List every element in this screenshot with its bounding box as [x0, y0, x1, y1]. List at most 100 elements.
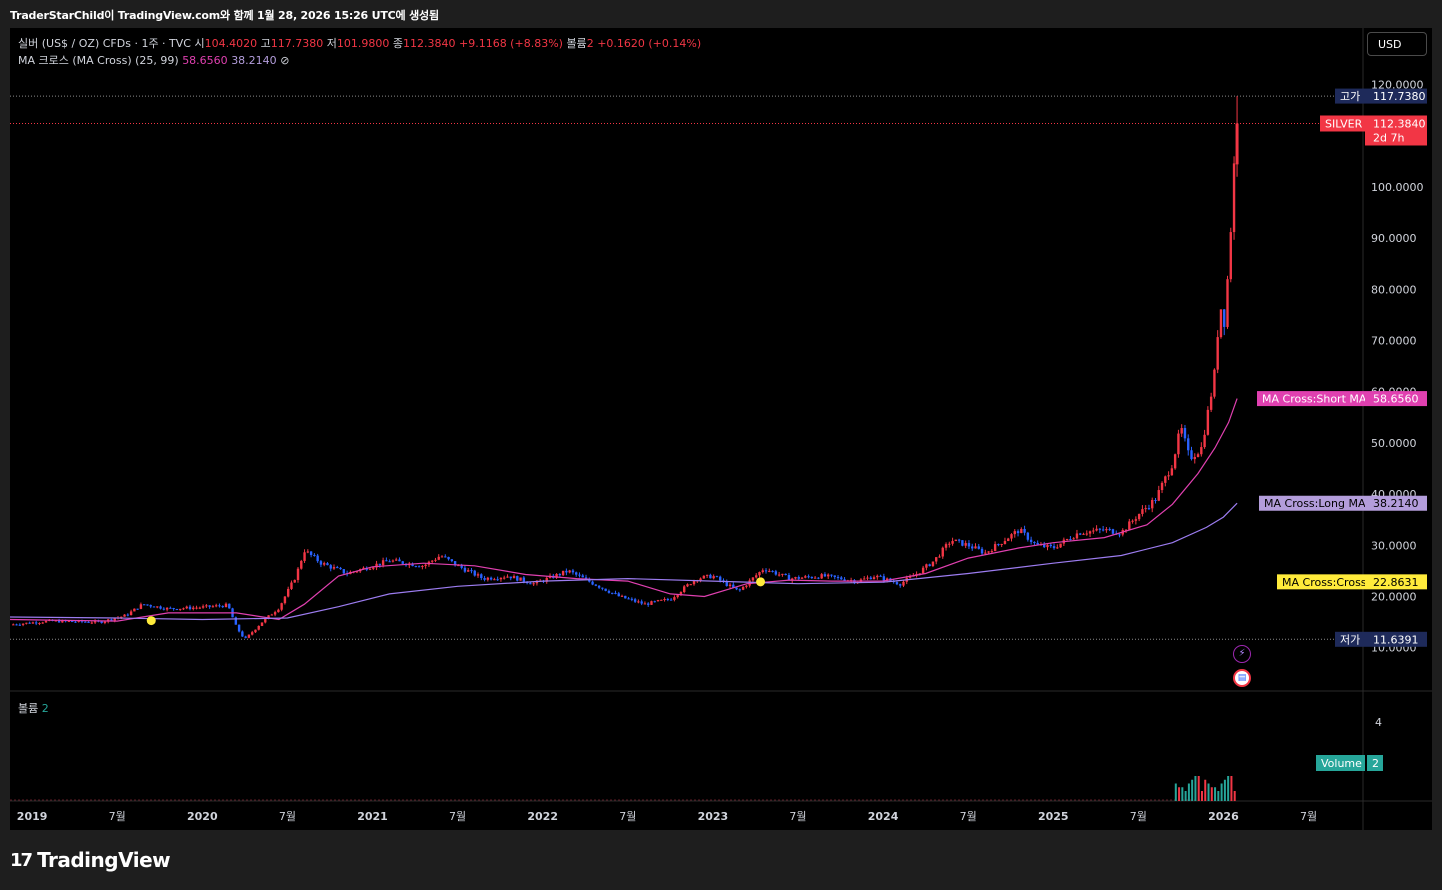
price-tag-value-label: 11.6391	[1373, 633, 1419, 646]
candle-body	[503, 577, 506, 579]
candle-body	[241, 631, 244, 637]
chart-frame[interactable]: 10.000020.000030.000040.000050.000060.00…	[10, 28, 1432, 830]
candle-body	[565, 570, 568, 573]
x-tick-label: 7월	[1130, 810, 1147, 823]
ma-legend-long: 38.2140	[231, 54, 277, 67]
candle-body	[980, 548, 984, 554]
volume-tag-name-label: Volume	[1321, 757, 1362, 770]
hide-indicator-icon[interactable]: ⊘	[280, 54, 290, 67]
candle-body	[38, 622, 41, 624]
candle-body	[1190, 450, 1193, 460]
candle-body	[270, 614, 274, 616]
us-flag-icon[interactable]: ▤	[1233, 669, 1251, 687]
candle-body	[123, 614, 126, 617]
candle-body	[804, 576, 807, 578]
candle-body	[1059, 543, 1062, 548]
price-tag-value	[1365, 631, 1427, 647]
candle-body	[519, 577, 522, 581]
candle-body	[941, 547, 944, 557]
candle-body	[41, 622, 44, 624]
candle-body	[669, 599, 673, 601]
candle-body	[1010, 534, 1013, 539]
candle-body	[1111, 529, 1115, 534]
candle-body	[267, 615, 270, 619]
candle-body	[84, 621, 87, 623]
candle-body	[1177, 433, 1180, 455]
candle-body	[493, 579, 496, 581]
candle-body	[306, 551, 310, 553]
legend-symbol[interactable]: 실버 (US$ / OZ) CFDs · 1주 · TVC	[18, 37, 191, 50]
x-tick-label: 7월	[960, 810, 977, 823]
candle-body	[725, 581, 728, 586]
candle-body	[437, 556, 440, 560]
candle-body	[103, 621, 107, 624]
candle-body	[1065, 539, 1069, 541]
candle-body	[545, 577, 548, 582]
x-tick-label: 2019	[17, 810, 48, 823]
candle-body	[411, 563, 414, 567]
candle-body	[1200, 447, 1203, 455]
candle-body	[188, 606, 192, 610]
candle-body	[712, 576, 715, 579]
candle-body	[732, 584, 735, 588]
volume-bar	[1204, 779, 1207, 801]
candle-body	[139, 604, 143, 609]
ma-legend-name[interactable]: MA 크로스 (MA Cross) (25, 99)	[18, 54, 179, 67]
short-ma-line	[10, 398, 1238, 622]
candle-body	[895, 582, 899, 585]
candle-body	[931, 561, 935, 567]
x-tick-label: 7월	[1300, 810, 1317, 823]
ma-legend[interactable]: MA 크로스 (MA Cross) (25, 99) 58.6560 38.21…	[18, 52, 289, 68]
candle-body	[993, 544, 997, 552]
candle-body	[77, 620, 80, 622]
candle-body	[273, 612, 277, 615]
candle-body	[653, 601, 656, 603]
price-tag-value-label: 58.6560	[1373, 393, 1419, 406]
candle-body	[575, 572, 578, 575]
legend-open-label: 시	[194, 37, 205, 50]
candle-body	[1226, 279, 1229, 327]
price-chart[interactable]: 10.000020.000030.000040.000050.000060.00…	[10, 28, 1432, 830]
candle-body	[388, 561, 391, 563]
candle-body	[827, 574, 830, 577]
candle-body	[843, 579, 846, 581]
candle-body	[702, 575, 706, 579]
candle-body	[928, 564, 931, 567]
silver-price-label: 112.3840	[1373, 117, 1426, 130]
volume-bar	[1197, 776, 1200, 801]
candle-body	[244, 636, 247, 638]
candle-body	[954, 539, 958, 542]
candle-body	[1203, 434, 1206, 448]
candle-body	[1000, 543, 1003, 545]
candle-body	[467, 570, 470, 572]
candle-body	[836, 576, 840, 578]
candle-body	[1196, 454, 1200, 458]
candle-body	[172, 608, 175, 610]
candle-body	[31, 622, 35, 624]
candle-body	[1016, 531, 1020, 534]
candle-body	[715, 576, 719, 578]
candle-body	[807, 576, 810, 578]
currency-button[interactable]: USD	[1367, 32, 1427, 56]
lightning-icon[interactable]: ⚡	[1233, 645, 1251, 663]
candle-body	[483, 578, 486, 580]
candle-body	[558, 573, 562, 576]
volume-bar	[1230, 776, 1233, 801]
candle-body	[1023, 529, 1026, 533]
candle-body	[745, 585, 748, 587]
candle-body	[185, 606, 188, 609]
candle-body	[561, 570, 565, 576]
silver-price-tag	[1365, 115, 1427, 146]
tradingview-logo: 17 TradingView	[10, 846, 171, 874]
candle-body	[1147, 508, 1151, 510]
price-tag-name-label: MA Cross:Short MA	[1262, 393, 1367, 406]
ma-legend-short: 58.6560	[182, 54, 228, 67]
candle-body	[25, 622, 28, 624]
candle-body	[329, 565, 332, 569]
logo-mark-icon: 17	[10, 849, 33, 871]
candle-body	[447, 556, 450, 560]
volume-bar	[1227, 776, 1230, 801]
y-tick-label: 50.0000	[1371, 437, 1417, 450]
candle-body	[810, 576, 814, 579]
candle-body	[1036, 542, 1039, 545]
